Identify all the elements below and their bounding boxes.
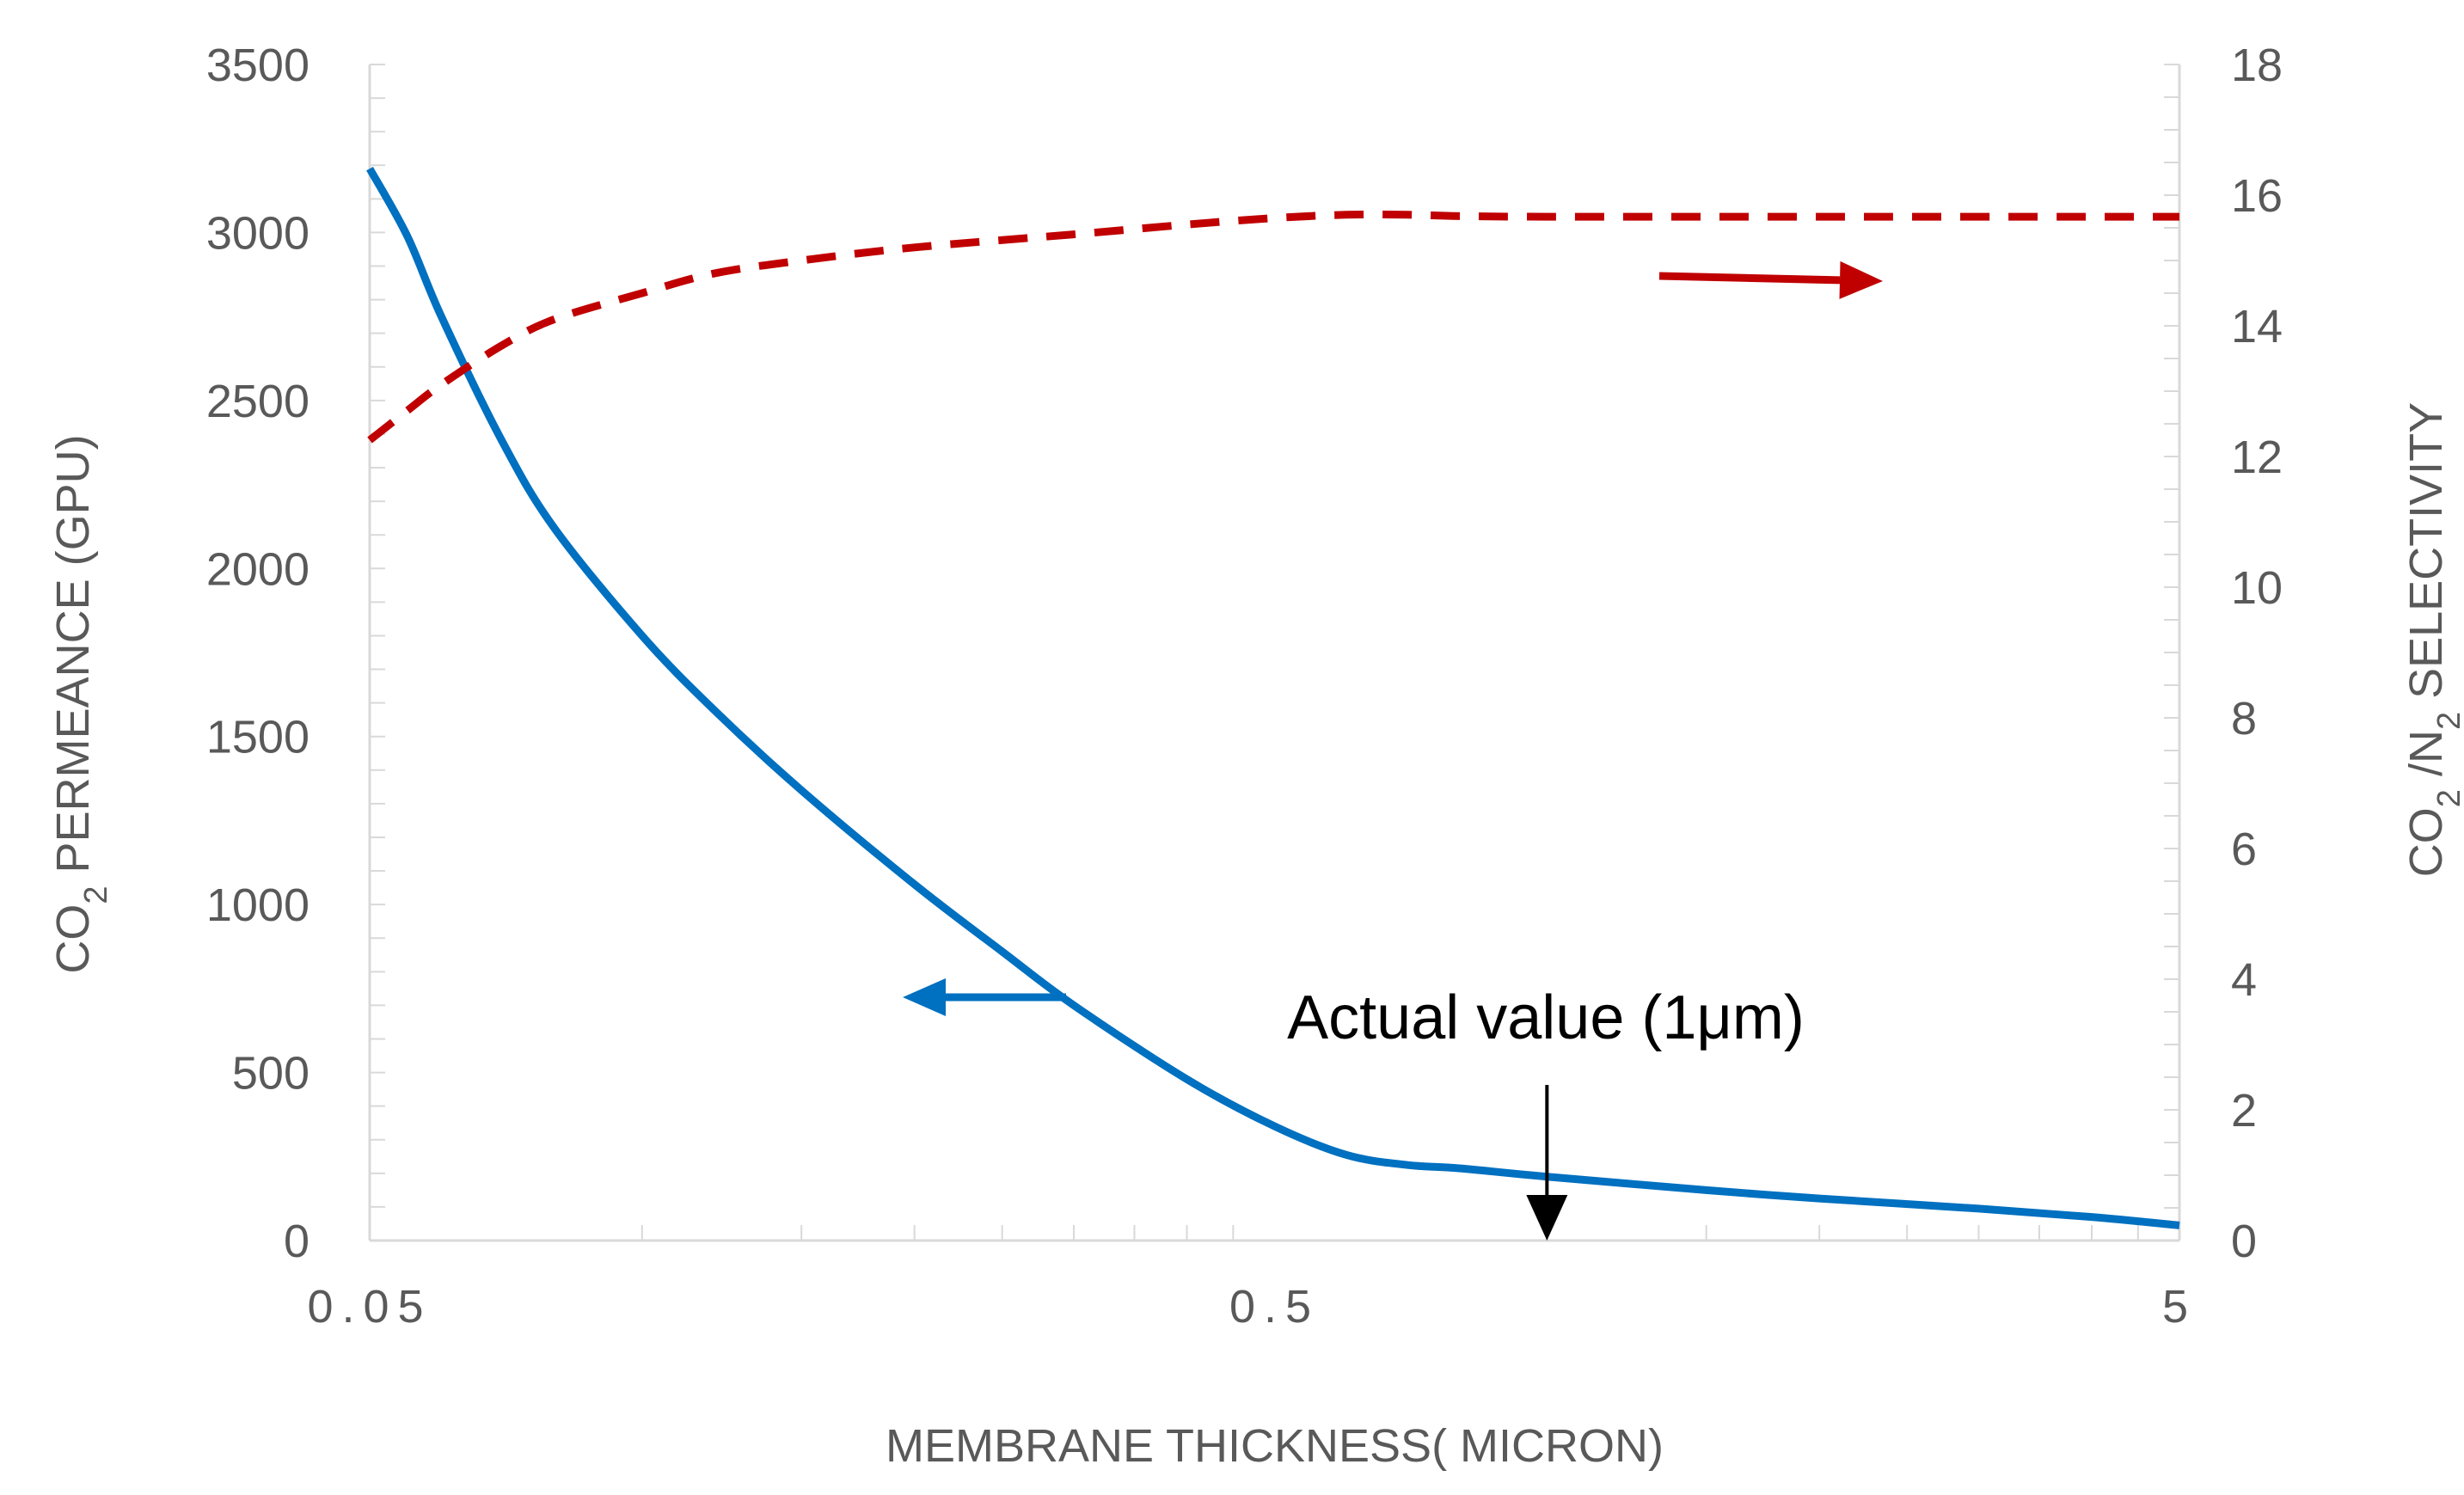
right-tick-label: 12	[2231, 432, 2283, 483]
right-tick-label: 8	[2231, 693, 2257, 744]
axis-title-part: /N	[2400, 730, 2452, 789]
x-tick-label: 0.5	[1229, 1281, 1320, 1333]
annotation-label: Actual value (1μm)	[1287, 983, 1805, 1052]
x-axis-title: MEMBRANE THICKNESS( MICRON)	[886, 1420, 1664, 1472]
right-tick-label: 4	[2231, 954, 2257, 1006]
right-axis-arrow	[1658, 260, 1883, 299]
right-axis-ticks: 0 2 4 6 8 10 12 14 16 18	[2231, 40, 2283, 1267]
left-tick-label: 500	[232, 1048, 310, 1100]
subscript: 2	[78, 885, 114, 904]
left-tick-label: 3500	[206, 40, 310, 91]
x-tick-label: 5	[2162, 1281, 2197, 1333]
right-tick-label: 18	[2231, 40, 2283, 91]
right-tick-label: 6	[2231, 824, 2257, 875]
left-axis-arrow	[903, 978, 1066, 1016]
x-axis-ticks: 0.05 0.5 5	[307, 1281, 2197, 1333]
direction-arrows	[903, 260, 1883, 1016]
arrow-head	[903, 978, 946, 1016]
x-tick-label: 0.05	[307, 1281, 432, 1333]
right-tick-label: 16	[2231, 170, 2283, 222]
left-tick-label: 3000	[206, 207, 310, 259]
axes	[368, 64, 2181, 1242]
minor-tick-marks	[370, 64, 2179, 1241]
subscript: 2	[2431, 789, 2464, 807]
right-tick-label: 10	[2231, 562, 2283, 614]
left-axis-title: CO2 PERMEANCE (GPU)	[47, 434, 114, 973]
selectivity-line	[367, 210, 2179, 444]
annotation-arrow-head	[1526, 1195, 1568, 1241]
axis-title-part: PERMEANCE (GPU)	[47, 434, 99, 885]
axis-title-part: CO	[2400, 807, 2452, 877]
annotation-arrow	[1526, 1085, 1568, 1241]
right-tick-label: 14	[2231, 301, 2283, 352]
left-axis-ticks: 0 500 1000 1500 2000 2500 3000 3500	[206, 40, 310, 1267]
left-tick-label: 1500	[206, 712, 310, 763]
subscript: 2	[2431, 712, 2464, 730]
right-tick-label: 0	[2231, 1216, 2257, 1267]
left-tick-label: 2500	[206, 376, 310, 427]
right-tick-label: 2	[2231, 1085, 2257, 1137]
left-tick-label: 1000	[206, 879, 310, 931]
permeance-line	[366, 166, 2180, 1229]
arrow-shaft	[1658, 272, 1841, 285]
series-group	[366, 166, 2180, 1229]
left-tick-label: 0	[284, 1216, 310, 1267]
arrow-head	[1839, 260, 1883, 299]
axis-title-part: SELECTIVITY	[2400, 402, 2452, 712]
right-axis-title: CO2 /N2 SELECTIVITY	[2400, 402, 2464, 877]
axis-title-part: CO	[47, 904, 99, 974]
left-tick-label: 2000	[206, 543, 310, 595]
